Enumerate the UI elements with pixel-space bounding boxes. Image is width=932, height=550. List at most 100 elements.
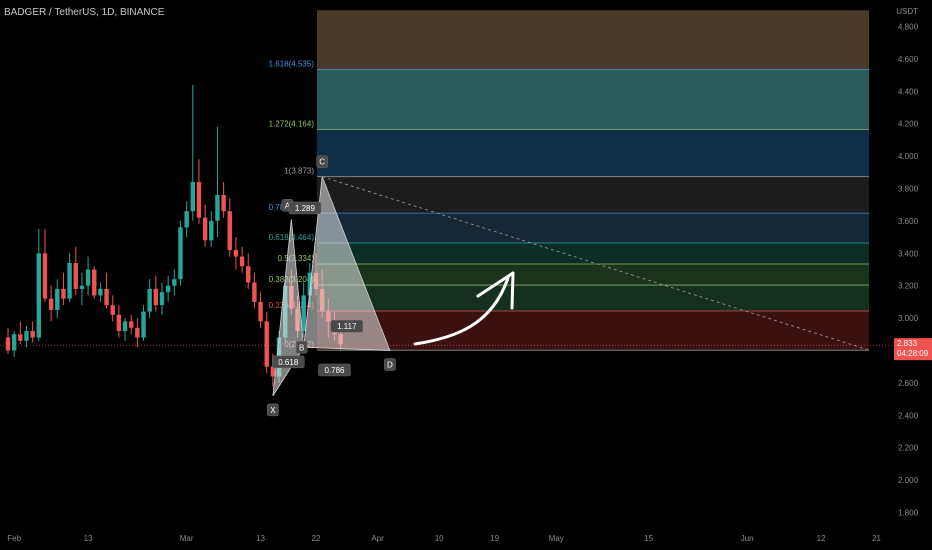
candle-body (61, 288, 66, 299)
candle-body (129, 321, 134, 328)
candle-body (202, 217, 208, 241)
time-tick-label: Feb (7, 534, 21, 543)
pattern-point-d: D (387, 361, 393, 370)
candle-body (239, 256, 245, 267)
fib-level-label: 1.618(4.535) (269, 59, 315, 68)
price-tick-label: 2.400 (898, 411, 919, 420)
candle-body (55, 288, 60, 310)
candle-body (73, 263, 78, 289)
time-tick-label: 15 (644, 534, 653, 543)
fib-zone (317, 129, 869, 177)
pattern-bcd-triangle (303, 176, 391, 351)
fib-level-label: 1.272(4.164) (269, 120, 315, 129)
price-tick-label: 3.600 (898, 217, 919, 226)
pattern-xb-line (272, 347, 305, 397)
time-tick-label: Jun (741, 534, 754, 543)
candle-body (196, 182, 202, 218)
candle-body (153, 288, 159, 306)
bullish-arrow-drawing[interactable] (413, 271, 515, 346)
price-tick-label: 3.800 (898, 185, 919, 194)
pattern-ratio-label: 1.289 (295, 204, 316, 213)
candle-body (190, 182, 195, 212)
price-tick-label: 4.000 (898, 152, 919, 161)
candle-body (135, 327, 140, 338)
bullish-arrow-curve (413, 276, 510, 346)
candle-body (11, 334, 17, 351)
time-tick-label: Apr (371, 534, 384, 543)
fib-level-label: 0.5(3.334) (278, 254, 315, 263)
price-currency-label: USDT (896, 7, 918, 16)
last-price-badge: 2.833 04:28:09 (894, 338, 932, 361)
time-tick-label: 21 (872, 534, 881, 543)
time-tick-label: May (549, 534, 564, 543)
candle-body (258, 301, 263, 322)
pattern-point-x-bg (267, 403, 279, 417)
candle-body (209, 220, 214, 241)
bullish-arrow-head (476, 271, 515, 310)
price-tick-label: 3.400 (898, 249, 919, 258)
harmonic-pattern[interactable]: X A B C D 0.618 1.289 1.117 0.786 (267, 155, 396, 417)
price-tick-label: 3.000 (898, 314, 919, 323)
time-axis[interactable]: Feb 13 Mar 13 22 Apr 10 19 May 15 Jun 12 21 (7, 534, 881, 543)
last-price-label: 2.833 (897, 339, 918, 348)
bar-countdown-label: 04:28:09 (897, 349, 929, 358)
candle-body (233, 250, 239, 257)
candle-body (184, 211, 189, 228)
candle-body (24, 331, 29, 341)
candle-body (85, 269, 91, 286)
pattern-point-c: C (319, 158, 325, 167)
pattern-point-d-bg (384, 358, 396, 371)
candle-body (301, 295, 306, 332)
price-tick-label: 2.000 (898, 476, 919, 485)
fib-zone (317, 69, 869, 130)
candle-body (165, 285, 171, 293)
price-tick-label: 3.200 (898, 282, 919, 291)
price-tick-label: 2.600 (898, 379, 919, 388)
fib-zone (317, 285, 869, 311)
candle-body (36, 253, 41, 338)
candle-body (67, 263, 72, 299)
candle-body (270, 366, 276, 377)
candle-body (307, 272, 313, 296)
candle-body (178, 227, 183, 280)
candle-body (48, 298, 54, 310)
pattern-ratio-label-bg (288, 201, 322, 215)
fib-level-label: 1(3.873) (284, 167, 314, 176)
symbol-title: BADGER / TetherUS, 1D, BINANCE (4, 7, 165, 18)
candle-body (227, 211, 232, 251)
candle-body (122, 321, 128, 332)
fibonacci-zones[interactable]: 1.618(4.535)1.272(4.164)1(3.873)0.786(3.… (269, 10, 870, 351)
candle-body (221, 194, 226, 212)
candle-body (159, 292, 165, 306)
candle-body (116, 314, 122, 332)
candle-body (147, 288, 152, 312)
candle-body (18, 334, 23, 341)
candle-body (30, 331, 35, 338)
price-tick-label: 4.800 (898, 23, 919, 32)
candle-body (172, 279, 177, 286)
candle-body (5, 337, 11, 351)
price-tick-label: 2.200 (898, 444, 919, 453)
time-tick-label: 22 (312, 534, 321, 543)
fib-zone (317, 242, 869, 264)
candle-body (264, 321, 269, 367)
time-tick-label: 19 (490, 534, 499, 543)
fib-zone-top (317, 10, 869, 70)
candle-body (252, 282, 257, 302)
candle-body (79, 285, 85, 289)
pattern-point-c-bg (316, 155, 329, 168)
pattern-point-a: A (285, 201, 291, 210)
price-tick-label: 1.800 (898, 509, 919, 518)
fib-zone (317, 176, 869, 214)
candle-body (42, 253, 48, 299)
time-tick-label: 13 (84, 534, 93, 543)
candle-body (98, 288, 103, 296)
pattern-ratio-label-bg (272, 355, 305, 369)
fib-zone (317, 213, 869, 243)
price-tick-label: 4.400 (898, 87, 919, 96)
pattern-ratio-label-bg (330, 319, 364, 333)
time-tick-label: 13 (256, 534, 265, 543)
candle-body (104, 288, 109, 306)
fib-zone (317, 310, 869, 351)
